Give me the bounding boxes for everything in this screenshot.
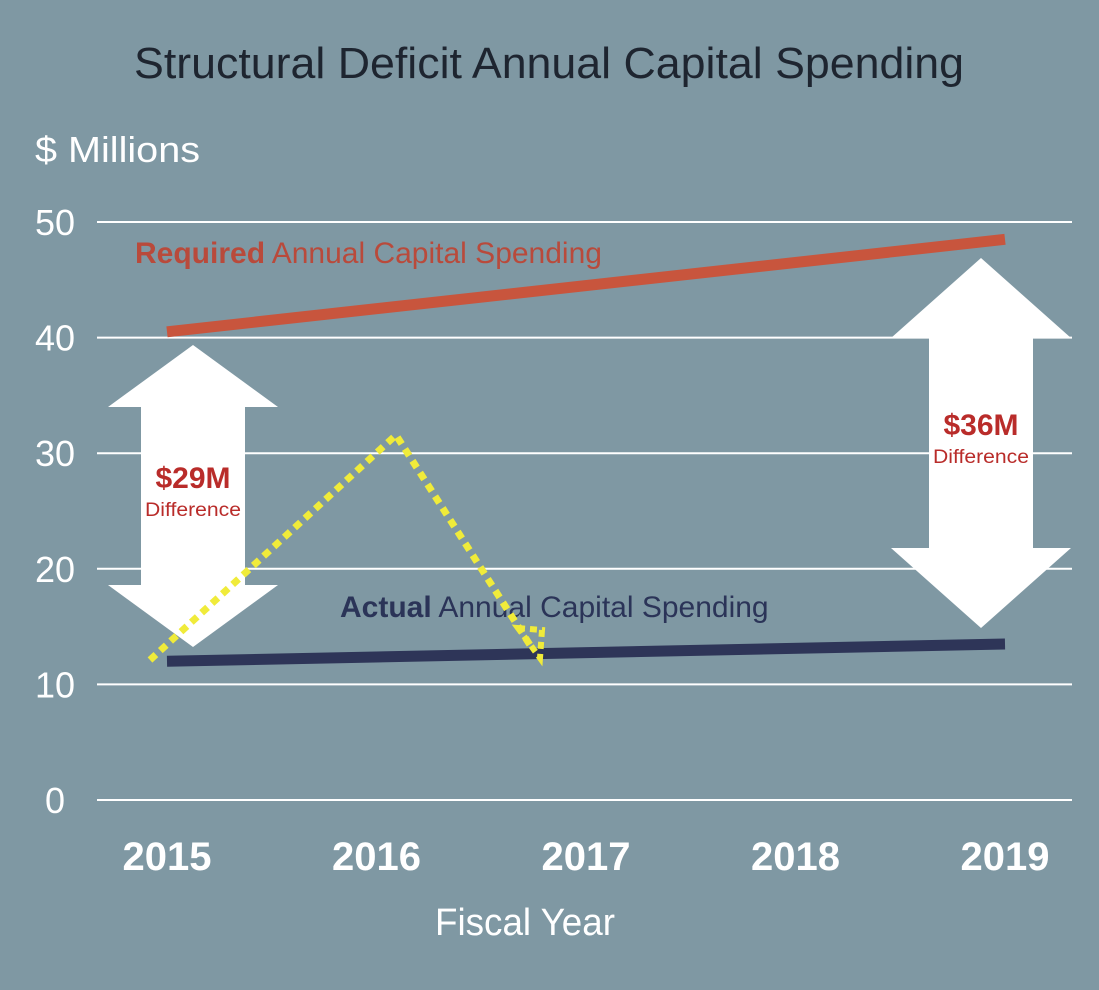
y-tick-label: 10 xyxy=(35,664,75,705)
series-label-bold: Actual xyxy=(340,591,432,624)
chart-title: Structural Deficit Annual Capital Spendi… xyxy=(134,39,964,88)
x-tick-label: 2016 xyxy=(332,835,421,879)
difference-arrow xyxy=(108,345,278,647)
trend-arrow-head xyxy=(511,624,546,667)
x-tick-label: 2017 xyxy=(542,835,631,879)
difference-arrow xyxy=(891,258,1071,628)
difference-amount: $29M xyxy=(155,462,230,495)
x-tick-labels: 2015 2016 2017 2018 2019 xyxy=(123,835,1050,879)
x-tick-label: 2015 xyxy=(123,835,212,879)
y-tick-label: 50 xyxy=(35,202,75,243)
grid-layer xyxy=(97,221,1072,801)
y-tick-label: 20 xyxy=(35,549,75,590)
series-label-required: Required Annual Capital Spending xyxy=(135,237,602,270)
y-tick-label: 0 xyxy=(45,780,65,821)
y-axis-label: $ Millions xyxy=(35,129,200,170)
series-line-actual xyxy=(166,638,1006,667)
series-label-rest: Annual Capital Spending xyxy=(265,237,602,270)
y-tick-label: 30 xyxy=(35,433,75,474)
x-tick-label: 2019 xyxy=(961,835,1050,879)
difference-label: Difference xyxy=(933,447,1029,468)
annotation-layer: $29M Difference $36M Difference xyxy=(108,258,1071,647)
y-tick-label: 40 xyxy=(35,318,75,359)
y-tick-labels: 0 10 20 30 40 50 xyxy=(35,202,75,821)
x-axis-label: Fiscal Year xyxy=(435,902,615,944)
trend-arrow xyxy=(147,429,546,667)
series-label-rest: Annual Capital Spending xyxy=(432,591,769,624)
series-label-actual: Actual Annual Capital Spending xyxy=(340,591,769,624)
x-tick-label: 2018 xyxy=(751,835,840,879)
difference-label: Difference xyxy=(145,500,241,521)
series-label-bold: Required xyxy=(135,237,265,270)
series-line-required xyxy=(166,233,1006,338)
difference-amount: $36M xyxy=(943,409,1018,442)
